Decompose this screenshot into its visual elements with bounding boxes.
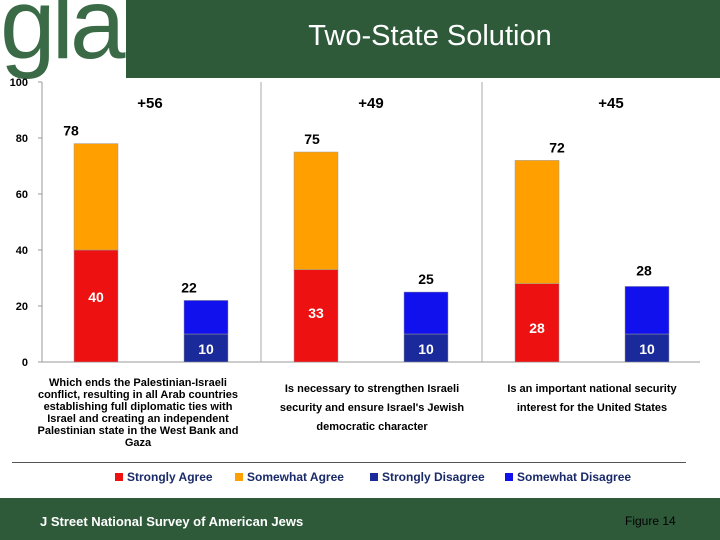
bar-strongly-agree [514,283,560,363]
agree-total-label: 75 [304,131,320,147]
bar-somewhat-agree [514,160,560,284]
legend-swatch [235,473,243,481]
y-axis: 0 20 40 60 80 100 [10,78,700,369]
somewhat-disagree-value-label: 10 [198,341,214,357]
page-title: Two-State Solution [308,20,552,52]
legend-item: Somewhat Disagree [505,470,631,484]
somewhat-disagree-value-label: 10 [418,341,434,357]
header-bar: gla Two-State Solution [0,0,720,78]
logo: gla [0,0,125,80]
logo-box: gla [0,0,126,78]
footer-source: J Street National Survey of American Jew… [40,514,304,529]
bar-somewhat-disagree [624,286,670,335]
y-tick-label: 0 [22,357,28,369]
disagree-total-label: 25 [418,271,434,287]
footer-bar: J Street National Survey of American Jew… [0,498,720,540]
chart: 0 20 40 60 80 100 40 10 78 22 +56 33 10 75 25 +49 28 10 7… [10,78,700,369]
net-difference-label: +56 [137,95,162,112]
net-difference-label: +49 [358,95,383,112]
legend: Strongly Agree Somewhat Agree Strongly Dis… [115,470,635,490]
category-label: Is necessary to strengthen Israeli secur… [279,383,465,433]
bars: 40 10 78 22 +56 33 10 75 25 +49 28 10 72 28 +45 [63,95,670,363]
legend-label: Strongly Agree [127,470,213,484]
strongly-agree-value-label: 33 [308,305,324,321]
legend-divider [12,462,686,463]
agree-total-label: 78 [63,123,79,139]
category-label: Which ends the Palestinian-Israeli confl… [37,377,239,449]
disagree-total-label: 28 [636,263,652,279]
strongly-agree-value-label: 40 [88,289,104,305]
bar-somewhat-agree [73,143,119,251]
y-tick-label: 80 [16,133,28,145]
legend-swatch [370,473,378,481]
legend-label: Strongly Disagree [382,470,485,484]
bar-strongly-disagree [183,333,229,363]
legend-item: Strongly Agree [115,470,213,484]
y-tick-label: 20 [16,301,28,313]
strongly-agree-value-label: 28 [529,320,545,336]
legend-label: Somewhat Disagree [517,470,632,484]
legend-swatch [115,473,123,481]
legend-label: Somewhat Agree [247,470,344,484]
agree-total-label: 72 [549,139,565,155]
legend-item: Somewhat Agree [235,470,344,484]
bar-somewhat-disagree [183,300,229,335]
bar-somewhat-disagree [403,291,449,335]
y-tick-label: 60 [16,189,28,201]
disagree-total-label: 22 [181,279,197,295]
somewhat-disagree-value-label: 10 [639,341,655,357]
bar-strongly-agree [73,249,119,363]
bar-strongly-disagree [403,333,449,363]
y-tick-label: 100 [10,78,28,89]
y-tick-label: 40 [16,245,28,257]
category-label: Is an important national security intere… [507,383,677,414]
bar-strongly-disagree [624,333,670,363]
footer-figure-number: Figure 14 [625,514,676,528]
legend-swatch [505,473,513,481]
net-difference-label: +45 [598,95,623,112]
bar-somewhat-agree [293,151,339,270]
legend-item: Strongly Disagree [370,470,485,484]
bar-strongly-agree [293,269,339,363]
